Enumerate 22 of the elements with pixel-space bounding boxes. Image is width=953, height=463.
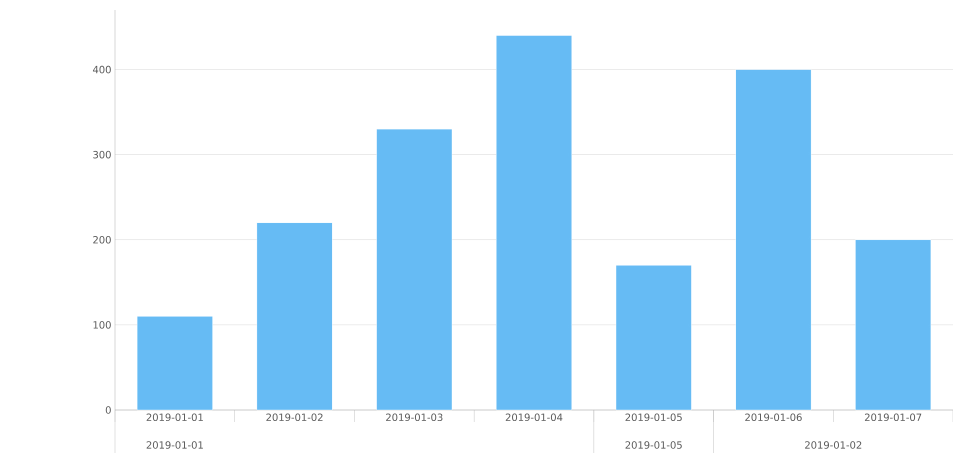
x-tick-label: 2019-01-02: [266, 414, 323, 422]
x-tick-label: 2019-01-07: [864, 414, 922, 422]
text: 2019-01-02: [805, 441, 862, 449]
text: 2019-01-01: [146, 441, 203, 449]
y-tick-label: 100: [94, 321, 111, 329]
y-tick-label: 0: [106, 406, 111, 414]
bar: [736, 69, 812, 410]
bar: [256, 222, 332, 410]
x-tick-label: 2019-01-06: [745, 414, 802, 422]
bar: [496, 35, 572, 410]
bar: [136, 316, 213, 410]
x-tick-label: 2019-01-03: [386, 414, 442, 422]
x-tick-label: 2019-01-01: [146, 414, 203, 422]
y-tick-label: 200: [93, 236, 111, 244]
bar: [376, 128, 452, 410]
bar: [616, 265, 692, 410]
x-tick-label: 2019-01-05: [626, 414, 682, 422]
x-tick-label: 2019-01-04: [506, 414, 562, 422]
y-tick-label: 300: [93, 150, 111, 158]
bar: [855, 240, 932, 410]
text: 2019-01-05: [626, 441, 682, 449]
y-tick-label: 400: [92, 66, 111, 74]
